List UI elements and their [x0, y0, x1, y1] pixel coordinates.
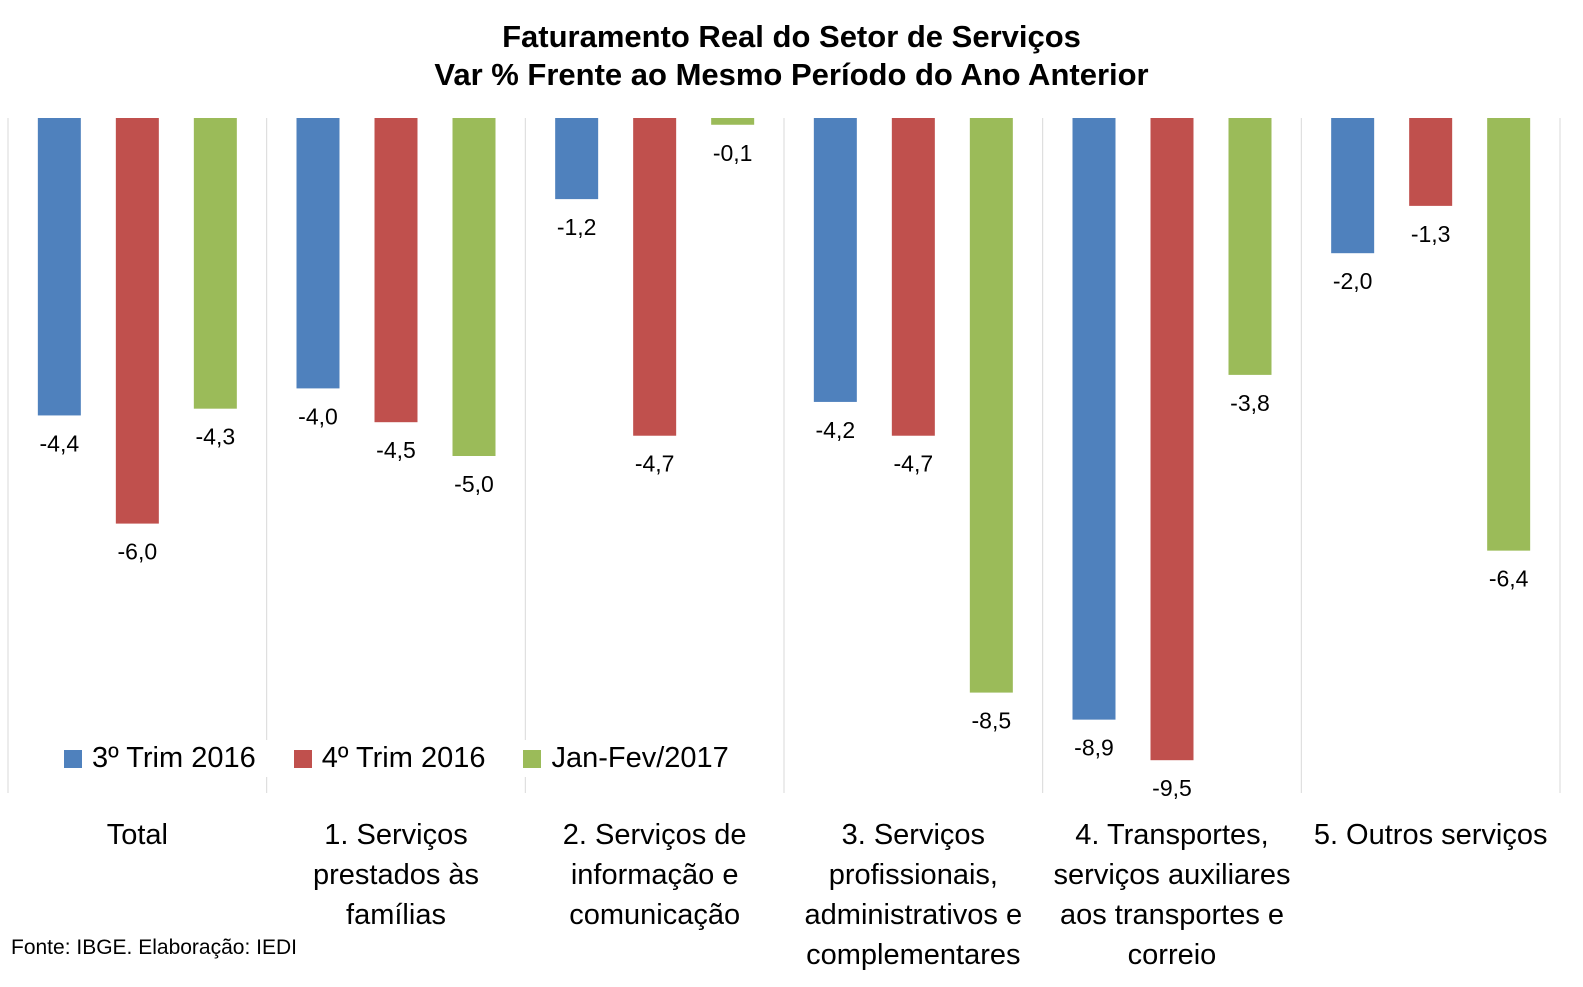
x-tick-label: Total — [107, 819, 168, 851]
data-label: -4,3 — [196, 424, 236, 450]
bar — [891, 118, 935, 436]
bar — [555, 118, 599, 200]
bar — [296, 118, 340, 389]
source-note: Fonte: IBGE. Elaboração: IEDI — [11, 936, 297, 959]
legend-item-series-1: 3º Trim 2016 — [64, 742, 256, 775]
x-tick-label: aos transportes e — [1060, 899, 1284, 931]
bar — [452, 118, 496, 456]
legend-label-series-2: 4º Trim 2016 — [321, 742, 486, 774]
bar — [1228, 118, 1272, 375]
bar — [374, 118, 418, 423]
chart-title-line2: Var % Frente ao Mesmo Período do Ano Ant… — [434, 57, 1149, 92]
bar — [1487, 118, 1531, 551]
bar — [1409, 118, 1453, 206]
x-tick-label: comunicação — [569, 899, 740, 931]
x-tick-label: informação e — [571, 859, 739, 891]
data-label: -4,7 — [635, 451, 675, 477]
data-label: -9,5 — [1152, 775, 1192, 801]
x-tick-label: prestados às — [313, 859, 479, 891]
legend-swatch-series-3 — [523, 749, 542, 768]
bar — [813, 118, 857, 402]
legend-swatch-series-1 — [64, 749, 82, 768]
x-tick-label: famílias — [346, 899, 446, 931]
bar — [711, 118, 755, 125]
x-tick-label: profissionais, — [829, 859, 998, 891]
chart-title-line1: Faturamento Real do Setor de Serviços — [502, 19, 1081, 54]
chart-title: Faturamento Real do Setor de Serviços Va… — [0, 18, 1583, 94]
bar — [633, 118, 677, 436]
legend-item-series-2: 4º Trim 2016 — [293, 742, 486, 775]
data-label: -3,8 — [1230, 390, 1270, 416]
x-tick-label: administrativos e — [805, 899, 1023, 931]
bar — [115, 118, 159, 524]
bar — [1072, 118, 1116, 720]
legend-label-series-3: Jan-Fev/2017 — [551, 742, 729, 774]
x-tick-label: correio — [1128, 939, 1217, 971]
data-label: -5,0 — [454, 471, 494, 497]
x-tick-label: 2. Serviços de — [563, 819, 747, 851]
chart-data-labels: -4,4 -6,0 -4,3 -4,0 -4,5 -5,0 -1,2 -4,7 -0,1 -4,2… — [40, 140, 1529, 801]
data-label: -4,0 — [298, 403, 338, 429]
chart-legend: 3º Trim 2016 4º Trim 2016 Jan-Fev/2017 — [58, 740, 773, 777]
x-tick-label: serviços auxiliares — [1054, 859, 1291, 891]
legend-swatch-series-2 — [293, 749, 312, 768]
data-label: -4,7 — [894, 451, 934, 477]
data-label: -1,3 — [1411, 221, 1451, 247]
x-tick-label: 3. Serviços — [842, 819, 985, 851]
bar — [1331, 118, 1375, 254]
x-tick-label: 5. Outros serviços — [1314, 819, 1548, 851]
data-label: -0,1 — [713, 140, 753, 166]
data-label: -4,4 — [40, 430, 80, 456]
chart-grid — [7, 118, 1561, 793]
data-label: -8,9 — [1074, 735, 1114, 761]
legend-label-series-1: 3º Trim 2016 — [92, 742, 256, 774]
data-label: -2,0 — [1333, 268, 1373, 294]
data-label: -4,2 — [816, 417, 856, 443]
data-label: -1,2 — [557, 214, 597, 240]
x-tick-label: 4. Transportes, — [1075, 819, 1268, 851]
chart-bars — [37, 118, 1531, 761]
data-label: -6,4 — [1489, 566, 1529, 592]
x-tick-label: complementares — [806, 939, 1020, 971]
data-label: -6,0 — [118, 539, 158, 565]
bar — [969, 118, 1013, 693]
legend-item-series-3: Jan-Fev/2017 — [523, 742, 729, 775]
bar — [193, 118, 237, 409]
bar — [37, 118, 81, 416]
x-tick-label: 1. Serviços — [324, 819, 467, 851]
data-label: -4,5 — [376, 437, 416, 463]
data-label: -8,5 — [972, 708, 1012, 734]
x-axis-labels: Total 1. Serviços prestados às famílias 2. S… — [107, 819, 1548, 971]
bar — [1150, 118, 1194, 761]
